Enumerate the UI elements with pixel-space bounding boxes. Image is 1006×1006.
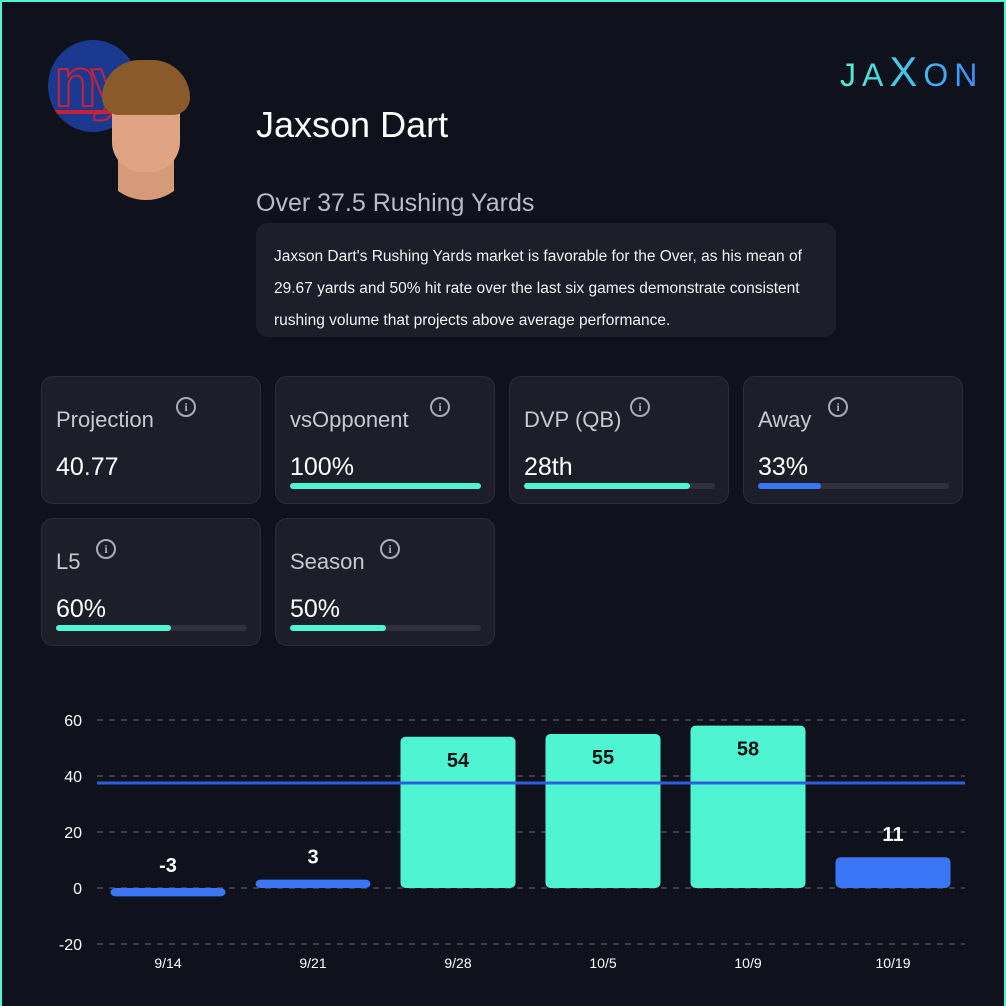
progress-fill bbox=[290, 483, 481, 489]
progress-bar bbox=[56, 625, 247, 631]
x-tick-label: 10/5 bbox=[589, 955, 616, 971]
stat-card-projection: Projection i 40.77 bbox=[41, 376, 261, 504]
rushing-yards-chart: 60 40 20 0 -20 -3 9/14 3 9/21 54 9/28 55 10/5 58 10/9 1… bbox=[59, 713, 965, 971]
bar-value-label: 55 bbox=[592, 747, 614, 769]
brand-logo: JAXON bbox=[840, 48, 984, 95]
x-tick-label: 9/28 bbox=[444, 955, 471, 971]
bar bbox=[690, 725, 806, 888]
card-value: 33% bbox=[758, 453, 809, 481]
market-title: Over 37.5 Rushing Yards bbox=[256, 189, 535, 217]
card-value: 40.77 bbox=[56, 453, 119, 481]
summary-text: Jaxson Dart's Rushing Yards market is fa… bbox=[256, 223, 836, 337]
player-avatar bbox=[98, 60, 194, 200]
x-tick-label: 9/14 bbox=[154, 955, 181, 971]
card-value: 60% bbox=[56, 595, 107, 623]
stat-card-dvp-qb-: DVP (QB) i 28th bbox=[509, 376, 729, 504]
info-icon[interactable]: i bbox=[630, 397, 650, 417]
card-value: 28th bbox=[524, 453, 573, 481]
progress-bar bbox=[758, 483, 949, 489]
card-label: DVP (QB) bbox=[524, 407, 622, 432]
x-tick-label: 9/21 bbox=[299, 955, 326, 971]
y-tick-label: 0 bbox=[73, 881, 82, 898]
bar bbox=[835, 857, 951, 888]
bar bbox=[110, 888, 226, 897]
info-icon[interactable]: i bbox=[380, 539, 400, 559]
progress-fill bbox=[524, 483, 691, 489]
bar bbox=[255, 879, 371, 888]
bar-value-label: 54 bbox=[447, 750, 470, 772]
card-value: 100% bbox=[290, 453, 354, 481]
bar-value-label: -3 bbox=[159, 855, 177, 877]
card-label: L5 bbox=[56, 549, 81, 574]
info-icon[interactable]: i bbox=[176, 397, 196, 417]
y-tick-label: 40 bbox=[64, 769, 82, 786]
progress-bar bbox=[290, 483, 481, 489]
card-label: Away bbox=[758, 407, 812, 432]
progress-fill bbox=[758, 483, 822, 489]
x-tick-label: 10/9 bbox=[734, 955, 761, 971]
bar-value-label: 58 bbox=[737, 739, 759, 761]
y-tick-label: 60 bbox=[64, 713, 82, 730]
team-logo: ny bbox=[48, 40, 138, 132]
info-icon[interactable]: i bbox=[828, 397, 848, 417]
stat-card-vsopponent: vsOpponent i 100% bbox=[275, 376, 495, 504]
bar-value-label: 11 bbox=[882, 824, 903, 846]
y-tick-label: -20 bbox=[59, 937, 82, 954]
stat-card-away: Away i 33% bbox=[743, 376, 963, 504]
bar bbox=[400, 736, 516, 888]
bar bbox=[545, 734, 661, 888]
y-tick-label: 20 bbox=[64, 825, 82, 842]
stat-card-season: Season i 50% bbox=[275, 518, 495, 646]
card-label: Projection bbox=[56, 407, 154, 432]
bar-value-label: 3 bbox=[307, 847, 318, 869]
info-icon[interactable]: i bbox=[430, 397, 450, 417]
progress-bar bbox=[524, 483, 715, 489]
progress-fill bbox=[290, 625, 386, 631]
info-icon[interactable]: i bbox=[96, 539, 116, 559]
card-value: 50% bbox=[290, 595, 341, 623]
stat-card-l5: L5 i 60% bbox=[41, 518, 261, 646]
progress-fill bbox=[56, 625, 171, 631]
card-label: Season bbox=[290, 549, 365, 574]
player-name: Jaxson Dart bbox=[256, 104, 449, 145]
card-label: vsOpponent bbox=[290, 407, 409, 432]
x-tick-label: 10/19 bbox=[875, 955, 910, 971]
progress-bar bbox=[290, 625, 481, 631]
